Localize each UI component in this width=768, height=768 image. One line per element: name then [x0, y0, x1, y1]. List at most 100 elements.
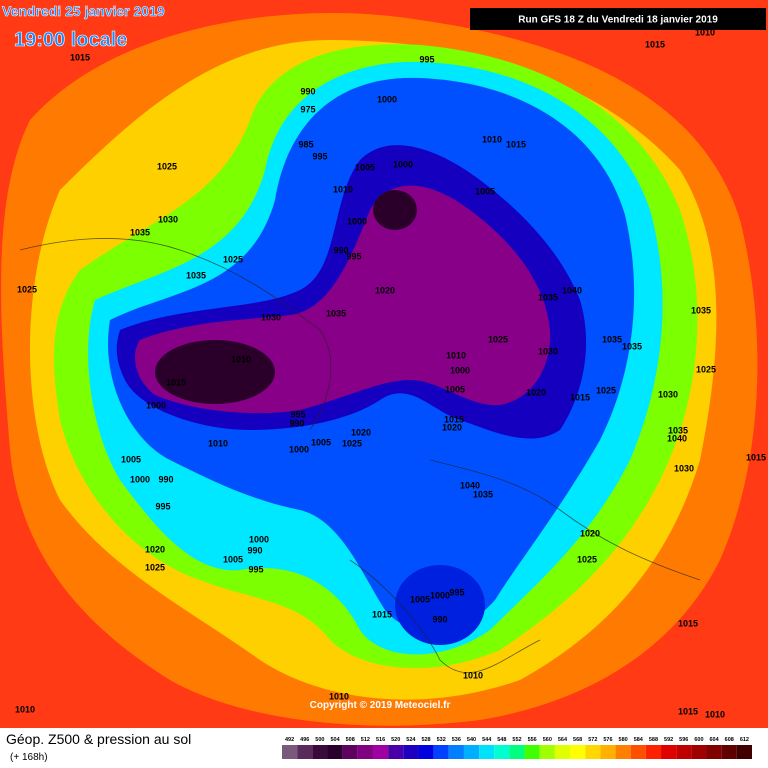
isobar-label: 995 — [419, 54, 434, 64]
scale-swatch — [691, 745, 707, 759]
scale-swatch — [736, 745, 752, 759]
isobar-label: 1005 — [355, 162, 375, 172]
isobar-label: 1025 — [223, 254, 243, 264]
scale-swatch — [312, 745, 328, 759]
isobar-label: 1000 — [249, 534, 269, 544]
isobar-label: 1015 — [645, 39, 665, 49]
copyright: Copyright © 2019 Meteociel.fr — [310, 700, 451, 711]
scale-level: 516 — [376, 737, 385, 743]
scale-level: 512 — [361, 737, 370, 743]
isobar-label: 990 — [247, 545, 262, 555]
isobar-label: 1005 — [223, 554, 243, 564]
scale-level: 548 — [497, 737, 506, 743]
isobar-label: 1010 — [231, 354, 251, 364]
scale-swatch — [357, 745, 373, 759]
scale-swatch — [585, 745, 601, 759]
isobar-label: 1005 — [121, 454, 141, 464]
isobar-label: 1005 — [311, 437, 331, 447]
map-background — [0, 0, 768, 728]
scale-level: 504 — [330, 737, 340, 743]
forecast-date: Vendredi 25 janvier 2019 — [2, 3, 165, 19]
scale-swatch — [418, 745, 434, 759]
isobar-label: 995 — [312, 151, 327, 161]
isobar-label: 1010 — [208, 438, 228, 448]
scale-level: 592 — [664, 737, 673, 743]
run-box — [470, 8, 766, 30]
isobar-label: 995 — [449, 587, 464, 597]
scale-swatch — [372, 745, 389, 759]
isobar-label: 1015 — [678, 618, 698, 628]
isobar-label: 1015 — [506, 139, 526, 149]
scale-swatch — [282, 745, 298, 759]
isobar-label: 1000 — [450, 365, 470, 375]
scale-level: 552 — [512, 737, 521, 743]
isobar-label: 1030 — [538, 346, 558, 356]
isobar-label: 975 — [300, 104, 315, 114]
scale-level: 588 — [649, 737, 658, 743]
isobar-label: 1030 — [674, 463, 694, 473]
scale-swatch — [327, 745, 343, 759]
isobar-label: 1030 — [658, 389, 678, 399]
isobar-label: 995 — [290, 409, 305, 419]
scale-level: 608 — [725, 737, 734, 743]
isobar-label: 1010 — [333, 184, 353, 194]
isobar-label: 990 — [300, 86, 315, 96]
isobar-label: 1005 — [445, 384, 465, 394]
isobar-label: 990 — [289, 418, 304, 428]
isobar-label: 1025 — [342, 438, 362, 448]
color-scale: 492 496 500 504 508 512 516 520 524 528 532 536 540 5… — [282, 737, 752, 759]
scale-level: 492 — [285, 737, 294, 743]
isobar-label: 1035 — [538, 292, 558, 302]
isobar-label: 1015 — [570, 392, 590, 402]
isobar-label: 1025 — [596, 385, 616, 395]
isobar-label: 1005 — [475, 186, 495, 196]
isobar-label: 1020 — [580, 528, 600, 538]
isobar-label: 1000 — [347, 216, 367, 226]
scale-swatch — [448, 745, 464, 759]
isobar-label: 1015 — [70, 52, 90, 62]
isobar-label: 1010 — [482, 134, 502, 144]
isobar-label: 1015 — [166, 377, 186, 387]
isobar-label: 1015 — [678, 706, 698, 716]
scale-swatch — [630, 745, 646, 759]
isobar-label: 1020 — [442, 422, 462, 432]
isobar-label: 1010 — [329, 691, 349, 701]
isobar-label: 1035 — [622, 341, 642, 351]
isobar-label: 1030 — [158, 214, 178, 224]
scale-swatch — [494, 745, 510, 759]
isobar-label: 1040 — [667, 433, 687, 443]
scale-swatch — [524, 745, 540, 759]
isobar-label: 1035 — [602, 334, 622, 344]
isobar-label: 1010 — [15, 704, 35, 714]
scale-swatch — [721, 745, 737, 759]
isobar-label: 1000 — [289, 444, 309, 454]
scale-swatch — [615, 745, 631, 759]
scale-swatch — [600, 745, 616, 759]
legend-lead: (+ 168h) — [10, 752, 48, 763]
isobar-label: 1020 — [145, 544, 165, 554]
isobar-label: 1005 — [410, 594, 430, 604]
scale-level: 604 — [710, 737, 720, 743]
legend-title: Géop. Z500 & pression au sol — [6, 731, 191, 747]
isobar-label: 1035 — [186, 270, 206, 280]
scale-level: 496 — [300, 737, 309, 743]
scale-level: 564 — [558, 737, 568, 743]
isobar-label: 1035 — [473, 489, 493, 499]
isobar-label: 995 — [346, 251, 361, 261]
scale-level: 600 — [694, 737, 703, 743]
run-info: Run GFS 18 Z du Vendredi 18 janvier 2019 — [518, 15, 718, 26]
isobar-label: 1015 — [372, 609, 392, 619]
isobar-label: 1035 — [668, 425, 688, 435]
scale-swatch — [479, 745, 495, 759]
isobar-label: 1035 — [130, 227, 150, 237]
scale-swatch — [661, 745, 677, 759]
scale-level: 536 — [452, 737, 461, 743]
scale-swatch — [403, 745, 419, 759]
isobar-label: 1025 — [577, 554, 597, 564]
scale-level: 544 — [482, 737, 492, 743]
scale-swatch — [433, 745, 449, 759]
scale-level: 500 — [315, 737, 324, 743]
scale-level: 572 — [588, 737, 597, 743]
